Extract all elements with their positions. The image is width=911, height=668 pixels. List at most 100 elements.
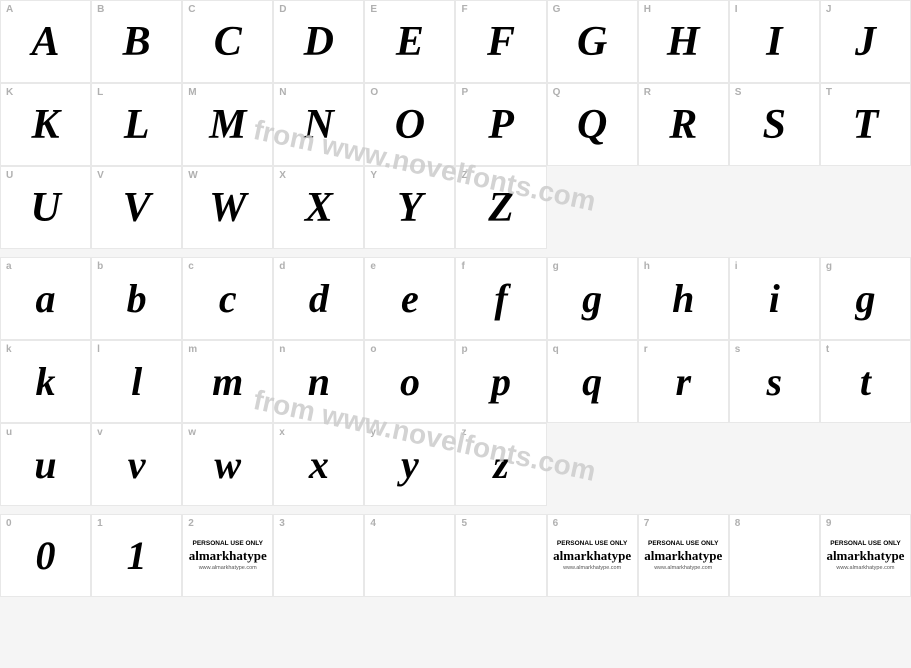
- glyph-cell[interactable]: II: [729, 0, 820, 83]
- glyph-cell[interactable]: 4: [364, 514, 455, 597]
- glyph: i: [769, 275, 780, 322]
- glyph-cell[interactable]: rr: [638, 340, 729, 423]
- glyph-cell[interactable]: 2 PERSONAL USE ONLYalmarkhatypewww.almark…: [182, 514, 273, 597]
- glyph-cell[interactable]: pp: [455, 340, 546, 423]
- glyph-cell[interactable]: HH: [638, 0, 729, 83]
- glyph: p: [491, 358, 511, 405]
- cell-label: i: [735, 261, 738, 272]
- cell-label: Q: [553, 87, 561, 98]
- glyph-cell[interactable]: yy: [364, 423, 455, 506]
- glyph-cell[interactable]: LL: [91, 83, 182, 166]
- cell-label: T: [826, 87, 832, 98]
- cell-label: w: [188, 427, 196, 438]
- glyph-cell[interactable]: uu: [0, 423, 91, 506]
- glyph: e: [401, 275, 419, 322]
- cell-label: I: [735, 4, 738, 15]
- cell-label: A: [6, 4, 13, 15]
- cell-label: h: [644, 261, 650, 272]
- glyph: A: [32, 18, 60, 66]
- glyph-cell[interactable]: CC: [182, 0, 273, 83]
- glyph-cell[interactable]: cc: [182, 257, 273, 340]
- glyph-cell[interactable]: EE: [364, 0, 455, 83]
- glyph-cell[interactable]: AA: [0, 0, 91, 83]
- glyph-cell[interactable]: ZZ: [455, 166, 546, 249]
- glyph: O: [395, 101, 425, 149]
- cell-label: 8: [735, 518, 741, 529]
- glyph-cell[interactable]: mm: [182, 340, 273, 423]
- glyph-cell[interactable]: 9PERSONAL USE ONLYalmarkhatypewww.almark…: [820, 514, 911, 597]
- glyph-cell[interactable]: vv: [91, 423, 182, 506]
- glyph-cell[interactable]: nn: [273, 340, 364, 423]
- glyph-cell[interactable]: SS: [729, 83, 820, 166]
- glyph-cell[interactable]: 11: [91, 514, 182, 597]
- glyph-cell[interactable]: ff: [455, 257, 546, 340]
- glyph-cell[interactable]: DD: [273, 0, 364, 83]
- glyph-cell[interactable]: YY: [364, 166, 455, 249]
- glyph-cell[interactable]: KK: [0, 83, 91, 166]
- glyph-cell[interactable]: bb: [91, 257, 182, 340]
- glyph-cell[interactable]: aa: [0, 257, 91, 340]
- font-logo: PERSONAL USE ONLYalmarkhatypewww.almarkh…: [551, 538, 633, 573]
- glyph-cell[interactable]: 3: [273, 514, 364, 597]
- glyph-cell[interactable]: ll: [91, 340, 182, 423]
- glyph-cell[interactable]: VV: [91, 166, 182, 249]
- glyph-cell[interactable]: tt: [820, 340, 911, 423]
- glyph-grid: aabbccddeeffgghhiiggkkllmmnnooppqqrrsstt…: [0, 257, 911, 506]
- glyph: o: [400, 358, 420, 405]
- glyph: h: [672, 275, 694, 322]
- cell-label: c: [188, 261, 194, 272]
- cell-label: P: [461, 87, 468, 98]
- font-logo: PERSONAL USE ONLYalmarkhatypewww.almarkh…: [824, 538, 906, 573]
- cell-label: v: [97, 427, 103, 438]
- cell-label: 7: [644, 518, 650, 529]
- glyph: L: [124, 101, 150, 149]
- glyph-cell[interactable]: RR: [638, 83, 729, 166]
- glyph: N: [304, 101, 334, 149]
- glyph-cell[interactable]: 6PERSONAL USE ONLYalmarkhatypewww.almark…: [547, 514, 638, 597]
- glyph-cell[interactable]: 8: [729, 514, 820, 597]
- glyph-cell[interactable]: oo: [364, 340, 455, 423]
- glyph: U: [30, 184, 60, 232]
- cell-label: G: [553, 4, 561, 15]
- glyph-cell[interactable]: WW: [182, 166, 273, 249]
- glyph-cell[interactable]: kk: [0, 340, 91, 423]
- cell-label: 1: [97, 518, 103, 529]
- glyph-cell[interactable]: JJ: [820, 0, 911, 83]
- glyph-cell[interactable]: FF: [455, 0, 546, 83]
- glyph-cell[interactable]: ee: [364, 257, 455, 340]
- glyph: n: [308, 358, 330, 405]
- glyph-cell[interactable]: XX: [273, 166, 364, 249]
- glyph-cell[interactable]: 00: [0, 514, 91, 597]
- glyph-cell[interactable]: gg: [547, 257, 638, 340]
- glyph-cell[interactable]: BB: [91, 0, 182, 83]
- glyph-cell[interactable]: QQ: [547, 83, 638, 166]
- glyph-cell[interactable]: gg: [820, 257, 911, 340]
- cell-label: e: [370, 261, 376, 272]
- glyph: T: [853, 101, 879, 149]
- glyph-cell[interactable]: hh: [638, 257, 729, 340]
- glyph-cell[interactable]: dd: [273, 257, 364, 340]
- cell-label: Y: [370, 170, 377, 181]
- glyph-cell[interactable]: zz: [455, 423, 546, 506]
- glyph-cell[interactable]: NN: [273, 83, 364, 166]
- font-logo: PERSONAL USE ONLYalmarkhatypewww.almarkh…: [187, 538, 269, 573]
- glyph-cell[interactable]: MM: [182, 83, 273, 166]
- glyph-cell[interactable]: 5: [455, 514, 546, 597]
- glyph: K: [32, 101, 60, 149]
- glyph: r: [675, 358, 691, 405]
- glyph: 0: [36, 532, 56, 579]
- cell-label: J: [826, 4, 832, 15]
- glyph-cell[interactable]: UU: [0, 166, 91, 249]
- cell-label: 2: [188, 518, 194, 529]
- glyph-cell[interactable]: ww: [182, 423, 273, 506]
- glyph-cell[interactable]: TT: [820, 83, 911, 166]
- glyph-cell[interactable]: xx: [273, 423, 364, 506]
- glyph-cell[interactable]: OO: [364, 83, 455, 166]
- glyph-cell[interactable]: PP: [455, 83, 546, 166]
- glyph-cell[interactable]: 7PERSONAL USE ONLYalmarkhatypewww.almark…: [638, 514, 729, 597]
- glyph-cell[interactable]: ss: [729, 340, 820, 423]
- glyph-grid: 0011 2 PERSONAL USE ONLYalmarkhatypewww.al…: [0, 514, 911, 597]
- glyph-cell[interactable]: qq: [547, 340, 638, 423]
- glyph-cell[interactable]: GG: [547, 0, 638, 83]
- glyph-cell[interactable]: ii: [729, 257, 820, 340]
